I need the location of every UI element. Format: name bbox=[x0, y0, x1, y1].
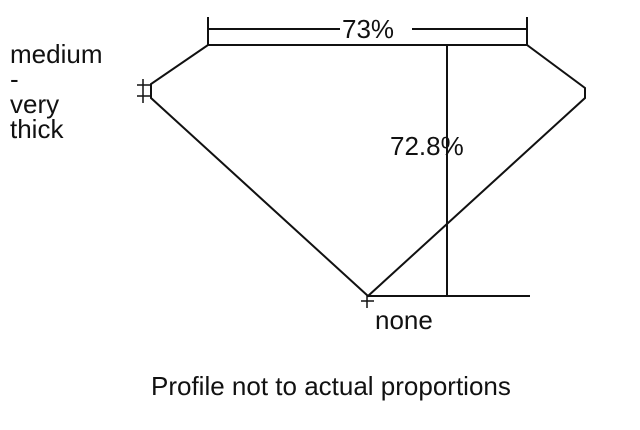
culet-label: none bbox=[375, 305, 433, 335]
girdle-label-line: - bbox=[10, 64, 19, 94]
girdle-label: medium - very thick bbox=[10, 39, 103, 144]
table-percent-label: 73% bbox=[342, 14, 395, 44]
caption: Profile not to actual proportions bbox=[151, 371, 511, 401]
culet-marker bbox=[361, 295, 374, 308]
girdle-label-line: very bbox=[10, 89, 60, 119]
girdle-label-line: thick bbox=[10, 114, 64, 144]
depth-percent-label: 72.8% bbox=[390, 131, 464, 161]
girdle-marker bbox=[137, 79, 151, 103]
girdle-label-line: medium bbox=[10, 39, 103, 69]
diamond-outline bbox=[150, 44, 586, 298]
